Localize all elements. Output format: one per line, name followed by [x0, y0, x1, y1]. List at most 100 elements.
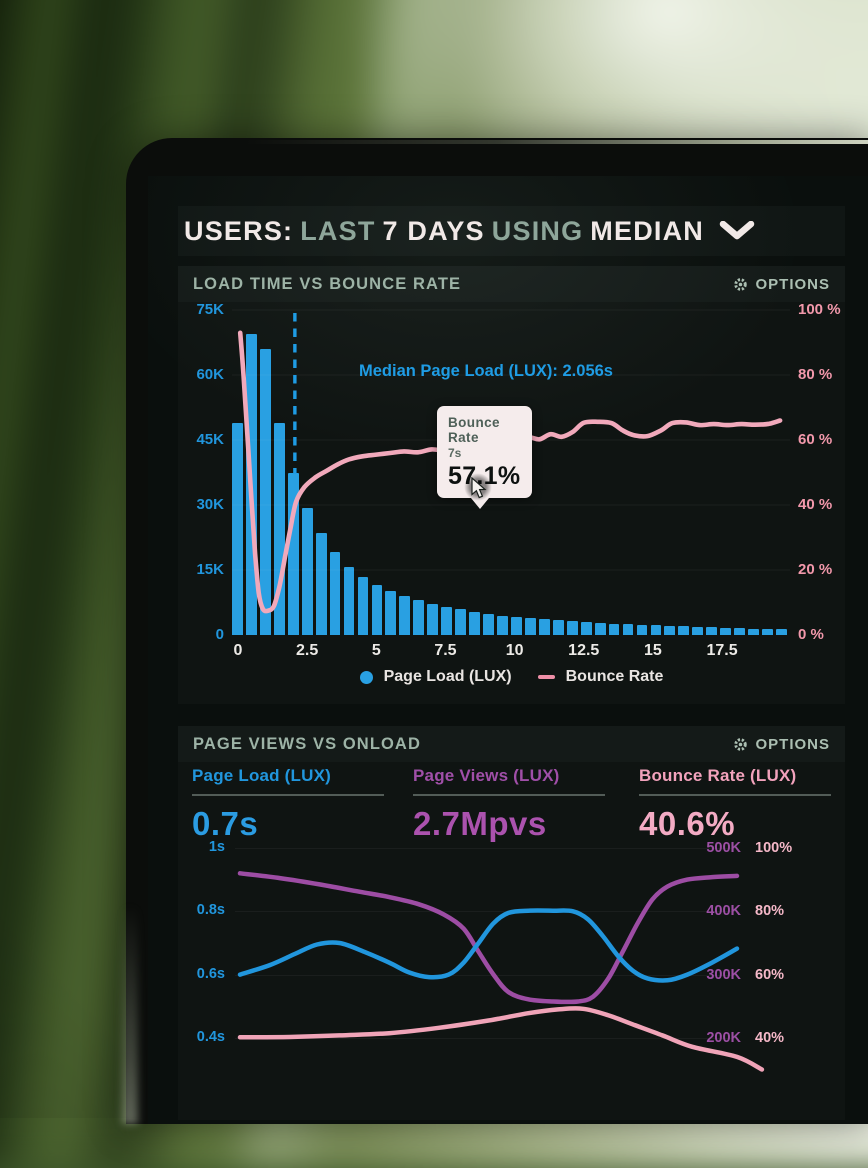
metric-bounce-rate: Bounce Rate (LUX) 40.6%: [639, 766, 831, 843]
metric-page-load: Page Load (LUX) 0.7s: [192, 766, 384, 843]
page-title[interactable]: USERS: LAST 7 DAYS USING MEDIAN: [184, 216, 711, 247]
chart1-bar: [608, 623, 620, 635]
chart2-left-tick: 1s: [208, 839, 225, 855]
legend-item-page-load[interactable]: Page Load (LUX): [359, 668, 512, 686]
chart1-bar: [538, 619, 550, 635]
chart1-bar: [287, 472, 299, 635]
metric-page-views: Page Views (LUX) 2.7Mpvs: [413, 766, 605, 843]
chart1-bar: [315, 532, 327, 635]
tooltip-x-value: 7s: [448, 446, 462, 460]
legend-item-bounce-rate[interactable]: Bounce Rate: [537, 668, 664, 686]
chart1-left-tick: 15K: [196, 561, 224, 578]
chart1-left-tick: 75K: [196, 301, 224, 318]
chart1-bar: [301, 507, 313, 635]
chart1-bar: [762, 628, 773, 635]
dashboard-header: USERS: LAST 7 DAYS USING MEDIAN: [178, 206, 845, 256]
chart1-bar: [734, 628, 746, 635]
chart1-right-tick: 80 %: [798, 366, 833, 383]
chart1-bar: [720, 627, 732, 635]
laptop-edge-glint: [122, 904, 138, 1124]
chart1-right-tick: 20 %: [798, 561, 833, 578]
chart1-left-tick: 60K: [196, 366, 224, 383]
median-annotation: Median Page Load (LUX): 2.056s: [359, 362, 613, 380]
chart1-bar: [371, 584, 383, 635]
chart1-bar: [552, 620, 564, 635]
chart1-bar: [469, 611, 480, 635]
chart2-right-tick-views: 500K: [706, 840, 741, 856]
chart1-x-tick: 12.5: [568, 642, 600, 659]
chart1-x-tick: 17.5: [706, 642, 738, 659]
panel-page-views-vs-onload: PAGE VIEWS VS ONLOAD OPTIONS Page Load (…: [178, 726, 845, 1120]
chart1-right-tick: 40 %: [798, 496, 833, 513]
chart1-bar: [329, 551, 341, 635]
bounce-rate-line-icon: [537, 674, 555, 680]
chart1-bar: [692, 626, 704, 635]
chart1-bar: [636, 625, 648, 635]
chart1-x-tick: 15: [643, 642, 662, 659]
title-segment: USERS:: [184, 215, 294, 246]
panel1-options-label: OPTIONS: [755, 275, 830, 293]
chart1-right-tick: 60 %: [798, 431, 833, 448]
chart2-right-tick-pct: 80%: [755, 903, 785, 920]
chart2-right-tick-pct: 40%: [755, 1029, 785, 1046]
metric-divider: [639, 794, 831, 796]
chart1-bar: [678, 626, 690, 635]
chart1-bar: [259, 349, 271, 635]
chart1-x-tick: 7.5: [434, 642, 457, 659]
metric-page-views-label: Page Views (LUX): [413, 766, 560, 785]
laptop-top-edge: [246, 140, 868, 144]
chart1-x-tick: 0: [233, 642, 243, 659]
metric-page-load-label: Page Load (LUX): [192, 766, 332, 785]
chart1-x-tick: 5: [371, 642, 381, 659]
chart1-bar: [357, 576, 369, 635]
chart1-bar: [441, 606, 453, 635]
legend-bounce-rate-label: Bounce Rate: [565, 668, 664, 685]
chart2-left-tick: 0.8s: [196, 902, 225, 919]
chart2-right-tick-pct: 100%: [755, 840, 793, 856]
mouse-cursor: [464, 473, 492, 505]
dashboard-screen: USERS: LAST 7 DAYS USING MEDIAN LOAD TIME VS…: [148, 176, 868, 1124]
chart1-bar: [524, 618, 536, 635]
metric-divider: [413, 794, 605, 796]
chart1-bar: [413, 600, 425, 635]
chart1-x-tick: 2.5: [296, 642, 319, 659]
chart1-bar: [427, 603, 439, 635]
chart1-bar: [664, 625, 676, 635]
panel2-header: PAGE VIEWS VS ONLOAD OPTIONS: [178, 726, 845, 762]
chart2-left-tick: 0.4s: [196, 1028, 225, 1045]
title-segment: MEDIAN: [590, 215, 704, 246]
chart1-x-tick: 10: [505, 642, 524, 659]
chart1-legend: Page Load (LUX) Bounce Rate: [178, 668, 845, 686]
panel1-title: LOAD TIME VS BOUNCE RATE: [193, 274, 462, 293]
chart2-gridline: [235, 974, 735, 976]
title-segment: 7 DAYS: [382, 215, 485, 246]
chart2-line-layer: [237, 871, 765, 1072]
chart1-plot-area: Median Page Load (LUX): 2.056s Bounce Ra…: [232, 309, 790, 635]
chart1-left-tick: 0: [215, 626, 224, 643]
chart1-bar: [385, 590, 397, 635]
panel2-options-label: OPTIONS: [755, 735, 830, 753]
chart1-right-tick: 100 %: [798, 301, 841, 318]
panel1-options-button[interactable]: OPTIONS: [733, 276, 830, 293]
gear-icon: [734, 737, 748, 751]
page-load-dot-icon: [359, 670, 373, 684]
chart2-right-tick-pct: 60%: [755, 966, 785, 983]
legend-page-load-label: Page Load (LUX): [383, 668, 512, 685]
chart1-bar: [483, 613, 494, 635]
chart2-left-tick: 0.6s: [196, 965, 225, 982]
chart1-bar: [455, 609, 467, 635]
chart1-bar: [399, 596, 411, 635]
metric-page-views-value: 2.7Mpvs: [413, 804, 547, 842]
chart1-bar: [497, 615, 508, 635]
gear-icon: [734, 277, 748, 291]
tooltip-value: 57.1%: [448, 462, 521, 491]
laptop-frame: USERS: LAST 7 DAYS USING MEDIAN LOAD TIME VS…: [122, 138, 868, 1124]
chart1-right-tick: 0 %: [798, 626, 824, 643]
chart1-left-tick: 30K: [196, 496, 224, 513]
chart1-bar: [622, 624, 634, 635]
panel2-options-button[interactable]: OPTIONS: [733, 736, 830, 753]
chart2-right-tick-views: 200K: [706, 1029, 741, 1046]
chart1-bar: [273, 422, 285, 635]
title-segment: USING: [491, 215, 584, 246]
chevron-down-icon[interactable]: [719, 221, 755, 241]
